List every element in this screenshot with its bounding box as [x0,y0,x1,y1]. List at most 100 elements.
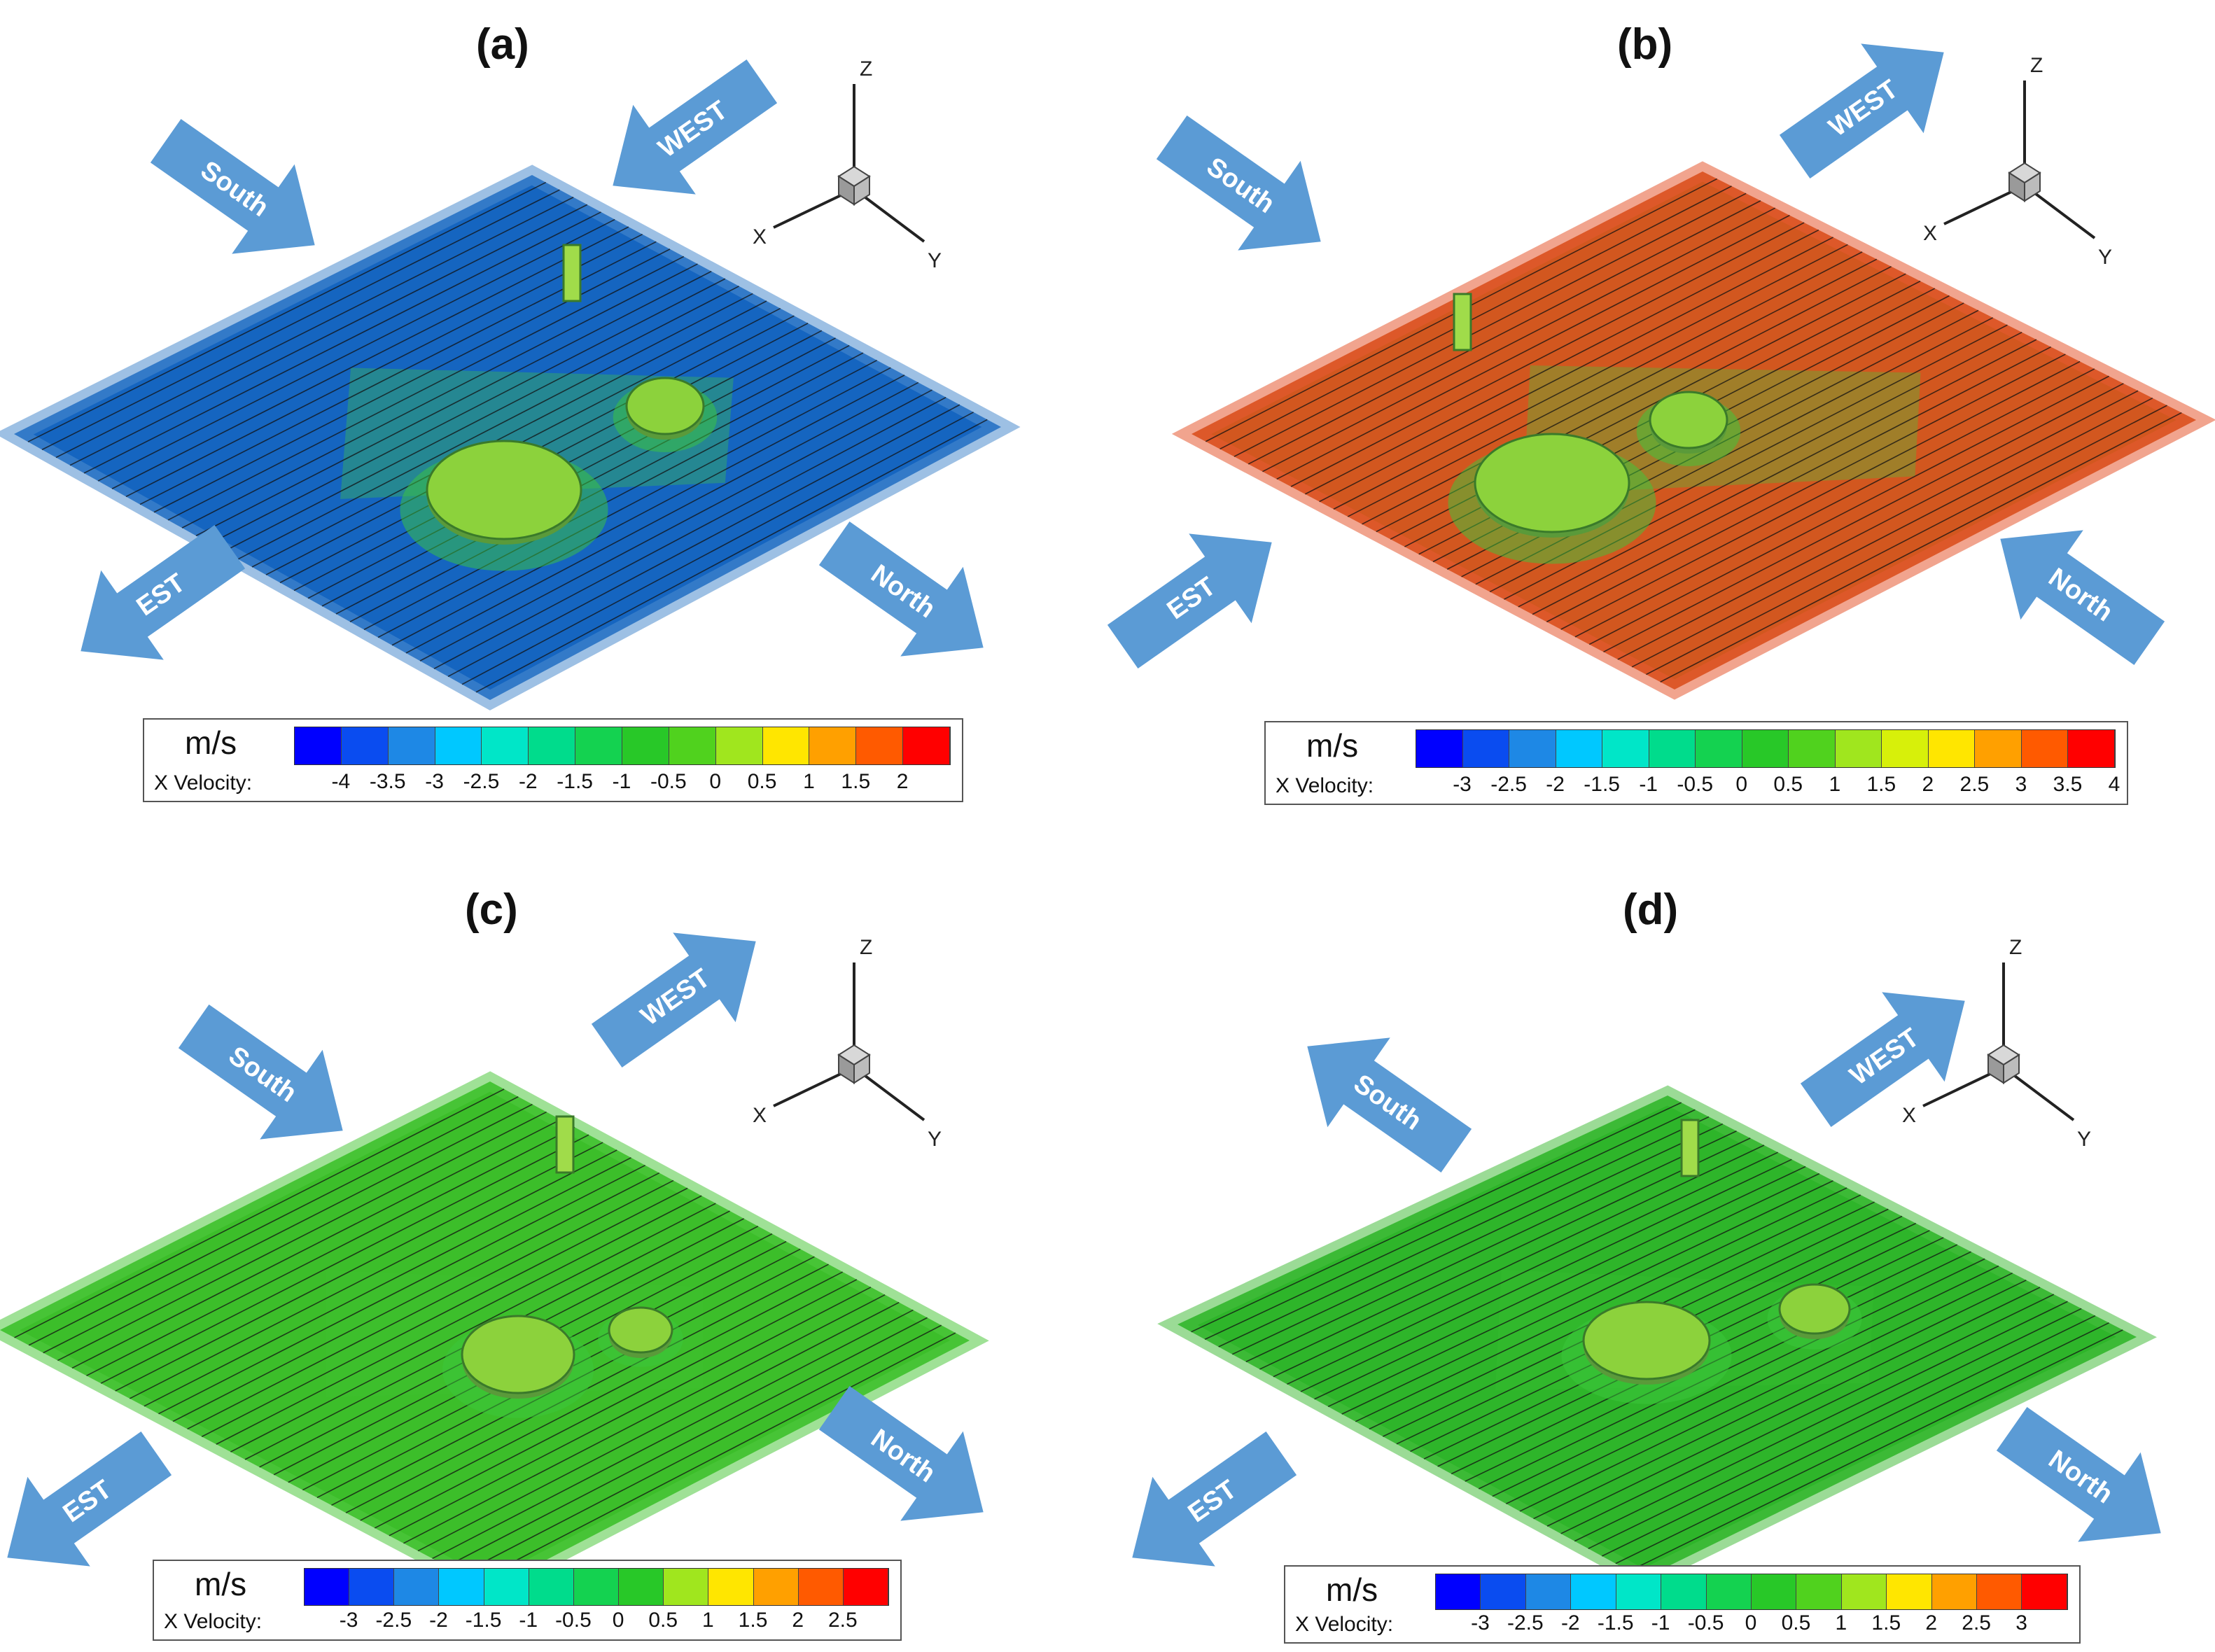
colorbar-swatch [435,727,482,765]
colorbar-unit: m/s [1326,1572,1378,1608]
colorbar-tick-label: -2.5 [463,770,500,793]
axis-triad-x-label: X [1923,222,1937,245]
colorbar-tick-label: -2 [429,1609,448,1632]
building-1 [1582,1301,1711,1380]
colorbar-swatch [1742,730,1789,768]
est-arrow: EST [81,525,246,660]
colorbar-unit: m/s [195,1566,247,1602]
colorbar-tick-label: -2.5 [1490,773,1527,796]
colorbar-swatch [1706,1574,1752,1609]
colorbar-swatch [1931,1574,1978,1609]
colorbar-swatch [669,727,716,765]
colorbar-swatch [2021,730,2069,768]
colorbar-tick-label: -1.5 [557,770,593,793]
colorbar-swatch [664,1569,709,1605]
colorbar-swatch [349,1569,395,1605]
south-arrow: South [1156,115,1321,251]
colorbar-tick-label: -0.5 [555,1609,592,1632]
colorbar-swatch [2068,730,2115,768]
colorbar-tick-label: 0 [709,770,722,793]
colorbar-swatch [1661,1574,1707,1609]
colorbar-tick-label: -1.5 [1597,1611,1634,1634]
colorbar-swatch [1887,1574,1932,1609]
axis-triad-z-label: Z [860,57,872,80]
colorbar-swatch [2022,1574,2067,1609]
south-arrow: South [1307,1037,1472,1172]
axis-triad-y-label: Y [2098,246,2112,269]
north-arrow: North [1996,1407,2161,1542]
colorbar-swatch [1975,730,2022,768]
colorbar-swatch [573,1569,620,1605]
colorbar-tick-label: 0 [1745,1611,1757,1634]
est-arrow: EST [1132,1432,1297,1567]
colorbar-ticks: -3 -2.5 -2 -1.5 -1 -0.5 0 0.5 1 1.5 2 2.5 3 3.5 4 [1416,773,2120,801]
axis-triad-x-label: X [1902,1104,1916,1127]
est-arrow: EST [7,1432,172,1567]
colorbar-swatch [482,727,529,765]
colorbar-tick-label: -3 [1453,773,1472,796]
colorbar-swatch [1416,730,1463,768]
colorbar-swatch [529,1569,574,1605]
colorbar-swatch [305,1569,350,1605]
panel-c-colorbar: m/s X Velocity: -3 -2.5 -2 -1.5 -1 -0.5 0 0.5 1 1.5… [153,1560,902,1641]
colorbar-unit: m/s [1306,727,1359,764]
colorbar-variable-label: X Velocity: [154,771,253,794]
axis-triad: Z X Y [753,57,942,272]
panel-c-streamlines [14,1088,956,1582]
colorbar-tick-label: 2 [1925,1611,1938,1634]
colorbar-tick-label: 1 [1835,1611,1847,1634]
colorbar-tick-label: 1.5 [738,1609,768,1632]
axis-triad-y-label: Y [928,1128,942,1151]
colorbar-tick-label: -1 [612,770,631,793]
colorbar-tick-label: 1 [702,1609,714,1632]
colorbar-swatch [619,1569,664,1605]
colorbar-tick-label: 2 [896,770,909,793]
colorbar-tick-label: 2.5 [1962,1611,1991,1634]
panel-a-buildings [400,244,718,571]
west-arrow: WEST [1800,992,1965,1127]
colorbar-swatch [1796,1574,1842,1609]
colorbar-tick-label: -1.5 [1584,773,1620,796]
colorbar-tick-label: 0.5 [648,1609,678,1632]
colorbar-unit: m/s [185,724,237,761]
panel-d-buildings [1561,1119,1862,1404]
panel-a-label: (a) [476,20,529,69]
panel-a: South WEST EST North Z X Y (a) m/s X Velocity: -… [0,0,1108,826]
colorbar-swatch [809,727,857,765]
colorbar-swatch [1571,1574,1616,1609]
colorbar-swatch [1977,1574,2022,1609]
colorbar-swatch [1789,730,1836,768]
colorbar-swatch [1928,730,1976,768]
colorbar-tick-label: -2 [518,770,538,793]
colorbar-tick-label: 3.5 [2053,773,2083,796]
colorbar-tick-label: 0.5 [1773,773,1803,796]
colorbar-tick-label: -3 [1471,1611,1490,1634]
colorbar-swatch [903,727,951,765]
north-arrow: North [818,522,984,657]
colorbar-tick-label: 2.5 [1959,773,1990,796]
colorbar-variable-label: X Velocity: [1276,774,1374,797]
colorbar-swatches [294,727,951,766]
colorbar-swatch [388,727,435,765]
colorbar-swatch [762,727,810,765]
axis-triad-x-label: X [753,225,767,248]
building-1 [426,440,582,540]
colorbar-tick-label: 0 [612,1609,624,1632]
colorbar-tick-label: 1 [803,770,815,793]
colorbar-tick-label: 0 [1735,773,1748,796]
colorbar-swatches [304,1568,889,1606]
panel-c: South WEST EST North Z X Y (c) m/s X Velocity: -… [0,826,1108,1652]
tower [1453,293,1472,351]
panel-b-colorbar: m/s X Velocity: -3 -2.5 -2 -1.5 -1 -0.5 0 0.5 1 1.5… [1264,721,2128,805]
west-arrow: WEST [1779,43,1944,178]
colorbar-swatch [484,1569,529,1605]
colorbar-swatch [715,727,763,765]
colorbar-variable-label: X Velocity: [164,1610,263,1633]
colorbar-tick-label: -2 [1560,1611,1580,1634]
colorbar-swatch [856,727,904,765]
colorbar-swatch [1835,730,1882,768]
colorbar-swatches [1416,729,2116,769]
colorbar-tick-label: 2 [1922,773,1934,796]
colorbar-swatch [295,727,342,765]
